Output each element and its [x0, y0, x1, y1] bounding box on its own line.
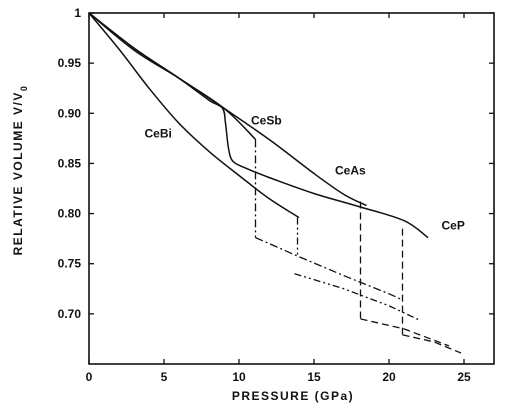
y-tick-label: 1	[74, 6, 81, 20]
curves	[88, 12, 462, 354]
series-line-cep	[88, 12, 257, 140]
plot-frame	[88, 12, 495, 365]
y-tick-label: 0.85	[58, 156, 82, 170]
x-tick-label: 15	[307, 370, 321, 384]
y-tick-label: 0.90	[58, 106, 82, 120]
series-label-cebi: CeBi	[145, 126, 172, 140]
series-line-ceas	[88, 12, 367, 207]
series-line-cebi	[88, 12, 300, 219]
y-ticks: 1 0.95 0.90 0.85 0.80 0.75 0.70	[58, 6, 494, 321]
x-tick-label: 25	[457, 370, 471, 384]
y-tick-label: 0.95	[58, 56, 82, 70]
series-label-ceas: CeAs	[335, 163, 366, 177]
x-tick-label: 0	[86, 370, 93, 384]
y-tick-label: 0.80	[58, 207, 82, 221]
y-tick-label: 0.70	[58, 307, 82, 321]
series-labels: CeBi CeSb CeAs CeP	[145, 113, 465, 232]
x-tick-label: 5	[161, 370, 168, 384]
y-axis-title: RELATIVE VOLUME V/V0	[11, 85, 29, 256]
high-pressure-line-cebi	[294, 273, 420, 321]
x-tick-label: 20	[382, 370, 396, 384]
high-pressure-line-cesb	[255, 237, 403, 301]
x-tick-label: 10	[232, 370, 246, 384]
plot-axes	[88, 12, 495, 365]
y-axis-title-subscript: 0	[19, 85, 29, 92]
x-ticks: 0 5 10 15 20 25	[86, 13, 471, 384]
x-axis-title: PRESSURE (GPa)	[232, 389, 354, 403]
high-pressure-line-ceas	[360, 318, 450, 347]
series-label-cesb: CeSb	[251, 113, 282, 127]
series-label-cep: CeP	[442, 219, 465, 233]
y-tick-label: 0.75	[58, 257, 82, 271]
high-pressure-line-cep	[402, 334, 462, 354]
